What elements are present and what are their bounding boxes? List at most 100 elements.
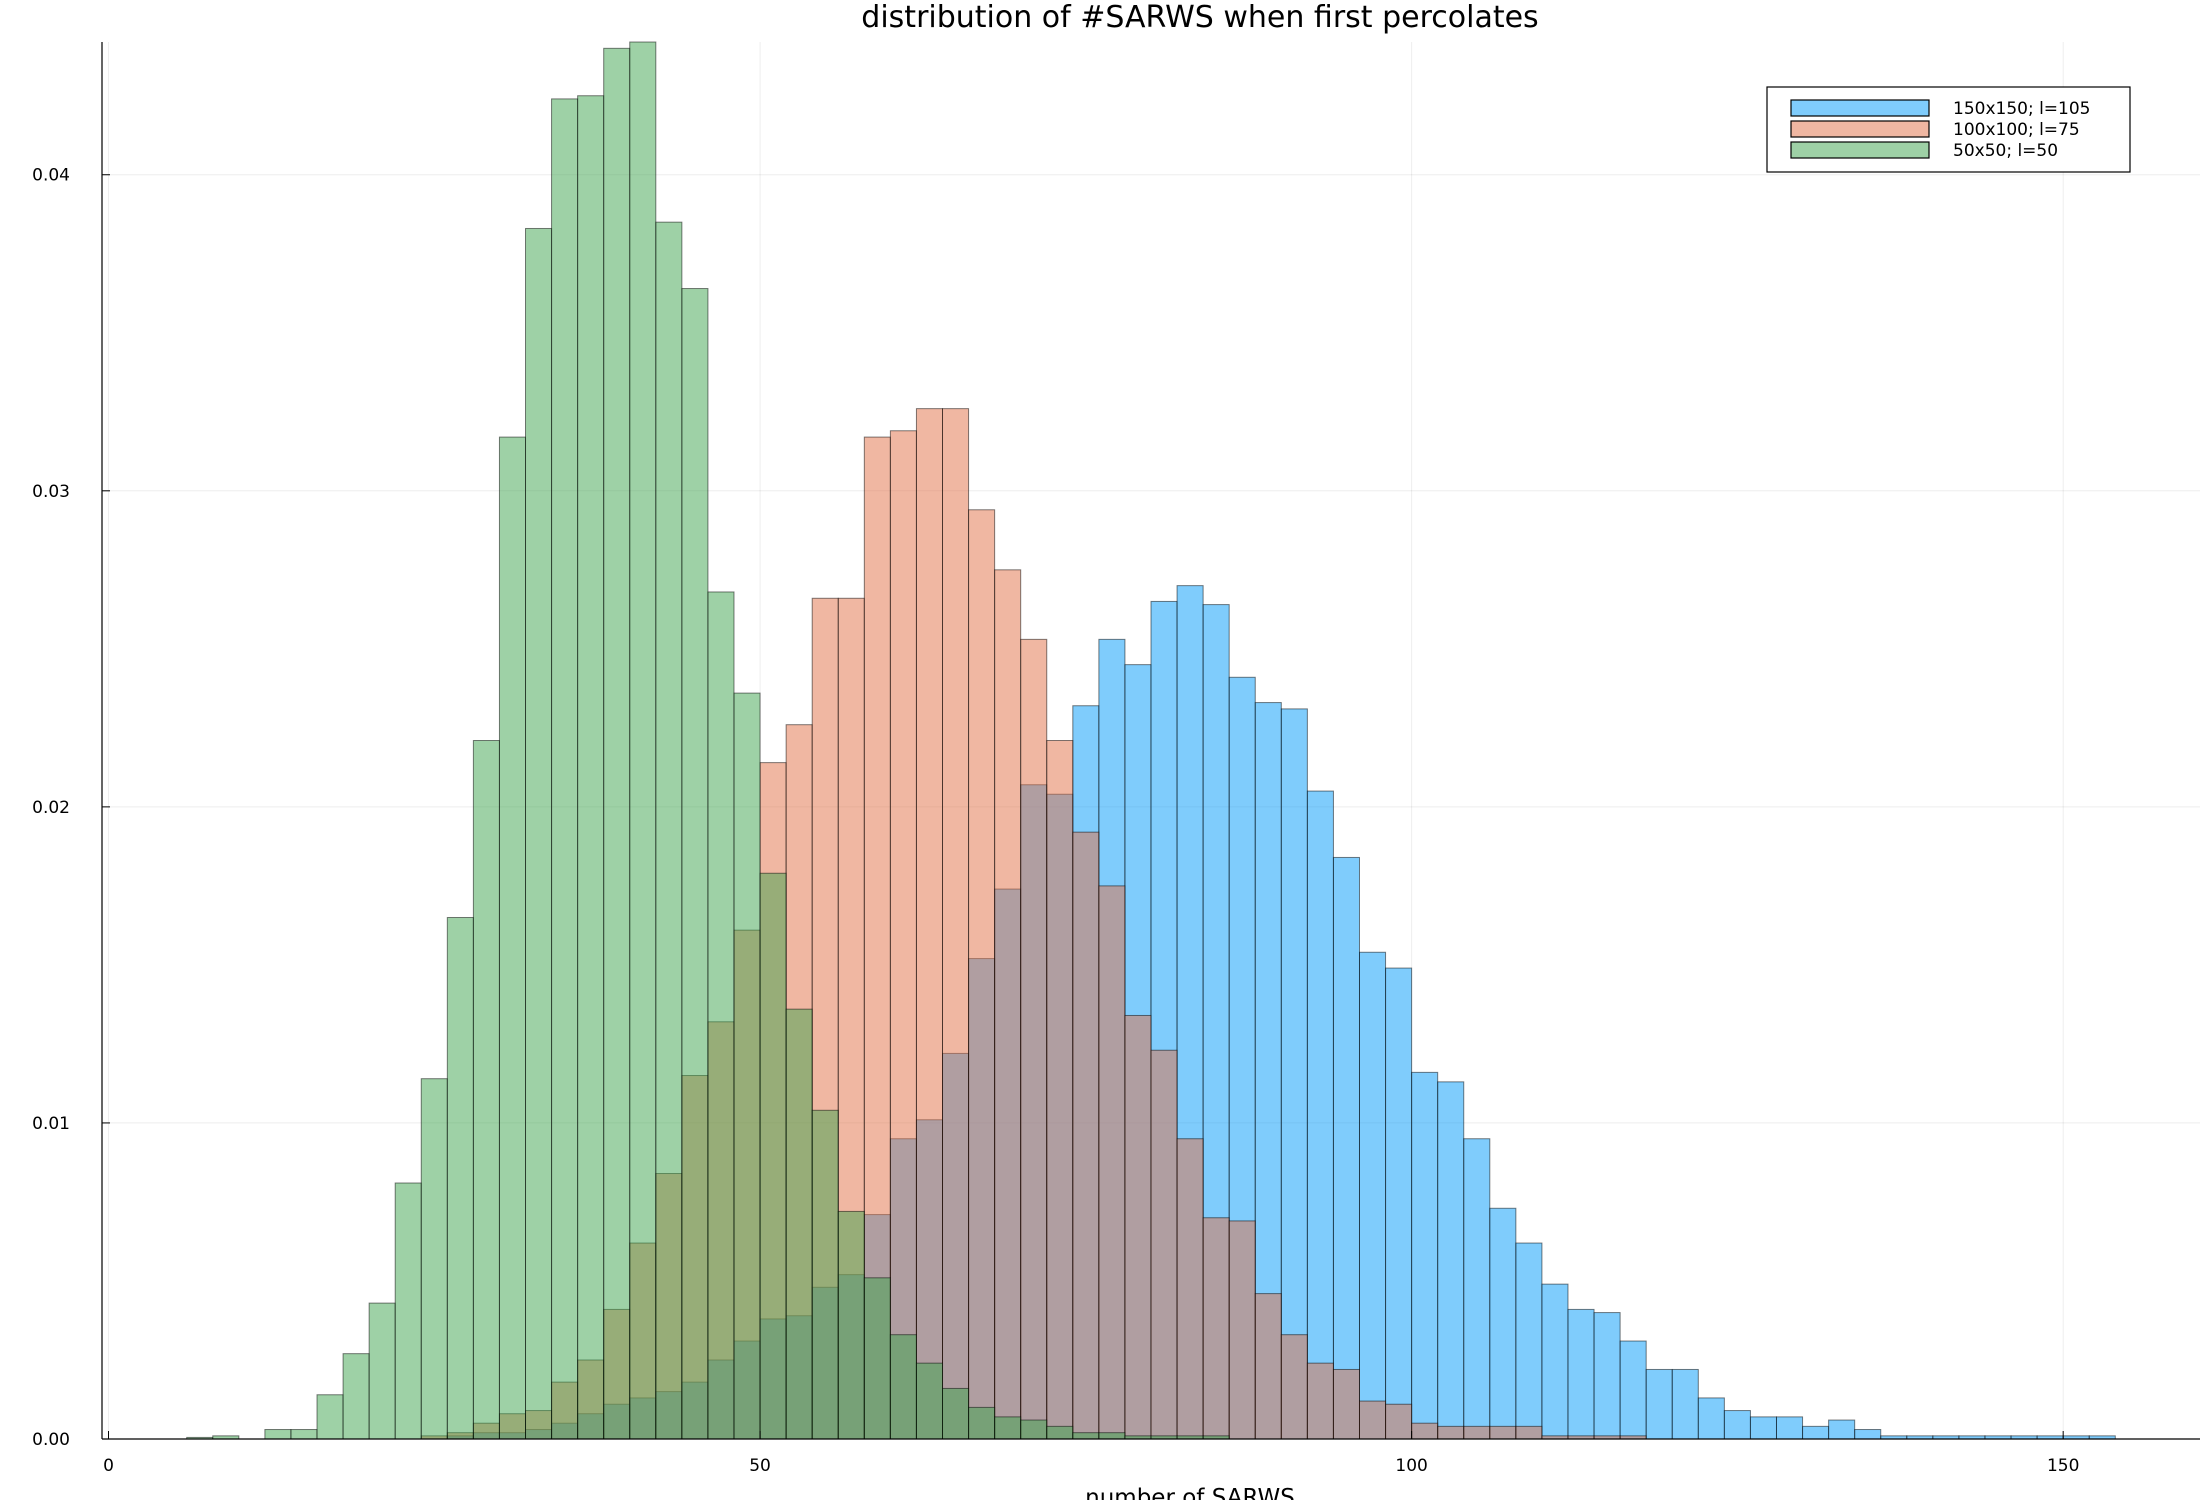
- histogram-bar: [1411, 1422, 1439, 1440]
- histogram-bar: [785, 1008, 813, 1440]
- histogram-bar: [1124, 1014, 1152, 1440]
- histogram-bar: [1802, 1425, 1830, 1440]
- histogram-bar: [1332, 1368, 1360, 1440]
- histogram-bar: [1723, 1410, 1751, 1440]
- histogram-bar: [1489, 1207, 1517, 1440]
- histogram-bar: [968, 1406, 996, 1440]
- histogram-bar: [551, 98, 579, 1440]
- histogram-bar: [759, 872, 787, 1440]
- histogram-bar: [368, 1302, 396, 1440]
- histogram-bar: [1020, 1419, 1048, 1440]
- histogram-bar: [1411, 1071, 1439, 1440]
- histogram-bar: [1749, 1416, 1777, 1440]
- y-tick-label: 0.00: [32, 1430, 70, 1450]
- histogram-bar: [968, 509, 996, 1440]
- x-tick-label: 100: [1395, 1456, 1427, 1476]
- y-tick-label: 0.01: [32, 1114, 70, 1134]
- y-tick-label: 0.04: [32, 166, 70, 186]
- histogram-bar: [1437, 1081, 1465, 1440]
- histogram-bar: [1020, 638, 1048, 1440]
- x-tick-label: 0: [103, 1456, 114, 1476]
- histogram-bar: [342, 1353, 370, 1440]
- histogram-bar: [707, 591, 735, 1440]
- histogram-bar: [1098, 1432, 1126, 1440]
- histogram-bar: [1332, 856, 1360, 1440]
- histogram-bar: [863, 436, 891, 1440]
- histogram-bar: [733, 692, 761, 1440]
- histogram-bar: [498, 436, 527, 1440]
- histogram-bar: [1176, 1138, 1204, 1440]
- histogram-bar: [994, 1416, 1022, 1440]
- histogram-bar: [472, 740, 500, 1440]
- histogram-bar: [290, 1429, 318, 1440]
- histogram-bar: [1358, 1400, 1387, 1440]
- legend-label: 150x150; l=105: [1953, 99, 2091, 119]
- histogram-bar: [1437, 1425, 1465, 1440]
- histogram-bar: [1385, 967, 1413, 1440]
- histogram-bar: [1828, 1419, 1856, 1440]
- histogram-bar: [863, 1277, 891, 1440]
- y-tick-label: 0.03: [32, 482, 70, 502]
- histogram-bar: [1619, 1340, 1647, 1440]
- histogram-bar: [811, 1109, 839, 1440]
- legend-item: 150x150; l=105: [1790, 99, 2091, 119]
- histogram-bar: [1254, 1293, 1282, 1440]
- histogram-bar: [1098, 885, 1126, 1440]
- histogram-bar: [1489, 1425, 1517, 1440]
- histogram-bar: [577, 95, 605, 1440]
- histogram-bar: [1463, 1425, 1491, 1440]
- histogram-bar: [1072, 831, 1100, 1440]
- histogram-bar: [1358, 951, 1387, 1440]
- x-axis-label: number of SARWS: [1085, 1485, 1295, 1500]
- histogram-bar: [446, 916, 474, 1440]
- histogram-bar: [837, 1210, 865, 1440]
- histogram-bar: [1072, 1432, 1100, 1440]
- histogram-bar: [525, 227, 553, 1440]
- histogram-bar: [420, 1078, 448, 1440]
- histogram-bar: [1645, 1368, 1673, 1440]
- histogram-bar: [1306, 790, 1334, 1440]
- histogram-bar: [264, 1429, 292, 1440]
- legend-item: 100x100; l=75: [1790, 120, 2080, 140]
- histogram-bar: [994, 569, 1022, 1440]
- histogram-bar: [1306, 1362, 1334, 1440]
- histogram-bar: [1515, 1425, 1543, 1440]
- x-tick-label: 150: [2047, 1456, 2079, 1476]
- histogram-bar: [1593, 1312, 1621, 1440]
- histogram-bar: [1463, 1138, 1491, 1440]
- legend-label: 100x100; l=75: [1953, 120, 2080, 140]
- chart-title: distribution of #SARWS when first percol…: [861, 0, 1538, 35]
- histogram-bar: [655, 221, 683, 1440]
- histogram-bar: [1280, 1334, 1308, 1440]
- histogram-bar: [394, 1182, 422, 1440]
- histogram-bar: [1671, 1368, 1699, 1440]
- histogram-bar: [681, 288, 709, 1440]
- histogram-bar: [1775, 1416, 1804, 1440]
- histogram-bar: [1046, 740, 1074, 1440]
- histogram-bar: [915, 408, 944, 1440]
- histogram-bar: [1228, 1220, 1256, 1440]
- histogram-bar: [1697, 1397, 1725, 1440]
- histogram-bar: [1567, 1308, 1595, 1440]
- x-tick-label: 50: [749, 1456, 771, 1476]
- histogram-bar: [942, 1387, 970, 1440]
- legend-item: 50x50; l=50: [1790, 141, 2058, 161]
- histogram-bar: [915, 1362, 944, 1440]
- axes: 0 50 100 150 0.00 0.01 0.02 0.03 0.04: [32, 42, 2200, 1476]
- histogram-bar: [1150, 1049, 1178, 1440]
- histogram-bar: [603, 47, 631, 1440]
- histogram-bar: [889, 430, 917, 1440]
- histogram-bar: [1046, 1425, 1074, 1440]
- histogram-bar: [942, 408, 970, 1440]
- histogram-bar: [316, 1394, 344, 1440]
- histogram-bar: [1385, 1403, 1413, 1440]
- histogram-bar: [1515, 1242, 1543, 1440]
- histogram-bar: [1202, 1217, 1230, 1440]
- histogram-bar: [1854, 1429, 1882, 1440]
- legend-swatch: [1790, 120, 1930, 138]
- histogram-bar: [1541, 1283, 1569, 1440]
- legend-label: 50x50; l=50: [1953, 141, 2058, 161]
- y-tick-label: 0.02: [32, 798, 70, 818]
